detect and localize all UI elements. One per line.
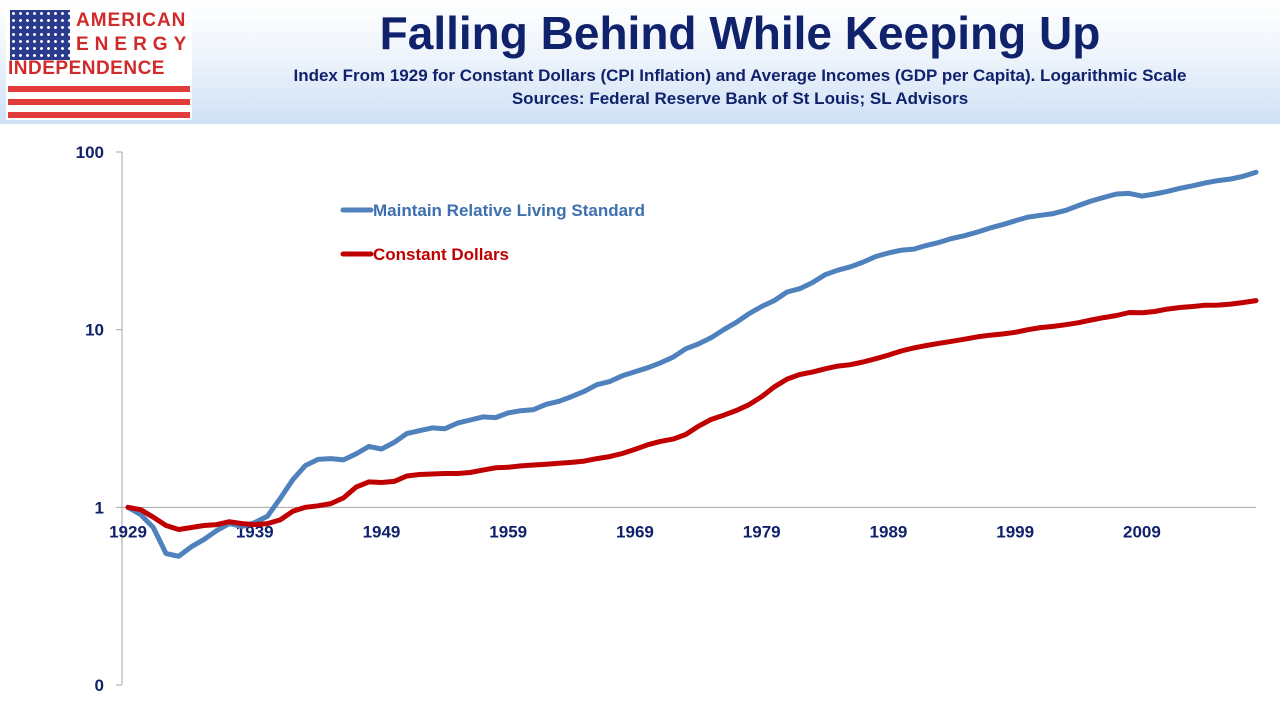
logo-text-line-3: INDEPENDENCE: [8, 58, 165, 79]
chart-subtitle: Index From 1929 for Constant Dollars (CP…: [293, 66, 1187, 85]
x-tick-label: 1949: [363, 522, 401, 541]
y-tick-label: 10: [85, 321, 104, 340]
page-title: Falling Behind While Keeping Up: [379, 7, 1101, 59]
x-tick-label: 2009: [1123, 522, 1161, 541]
x-tick-label: 1979: [743, 522, 781, 541]
x-tick-label: 1969: [616, 522, 654, 541]
us-flag-icon: [10, 10, 70, 60]
series-line-constant-dollars: [125, 298, 1259, 532]
legend-label: Maintain Relative Living Standard: [373, 201, 645, 220]
y-tick-label: 100: [76, 143, 104, 162]
header-banner: AMERICAN ENERGY INDEPENDENCE Falling Beh…: [0, 0, 1280, 124]
logo-text-line-1: AMERICAN: [76, 10, 187, 31]
x-tick-label: 1999: [996, 522, 1034, 541]
x-tick-label: 1959: [489, 522, 527, 541]
logo-stripe: [8, 86, 190, 92]
chart-source-note: Sources: Federal Reserve Bank of St Loui…: [511, 89, 969, 108]
x-tick-label: 1989: [870, 522, 908, 541]
y-tick-label: 1: [95, 498, 104, 517]
x-tick-label: 1929: [109, 522, 147, 541]
logo-stripe: [8, 112, 190, 118]
logo-text-line-2: ENERGY: [76, 34, 193, 55]
y-tick-label: 0: [95, 676, 104, 695]
logo: AMERICAN ENERGY INDEPENDENCE: [6, 6, 192, 120]
logo-stripe: [8, 99, 190, 105]
legend-label: Constant Dollars: [373, 245, 509, 264]
series-line-maintain-living-standard: [125, 169, 1259, 559]
